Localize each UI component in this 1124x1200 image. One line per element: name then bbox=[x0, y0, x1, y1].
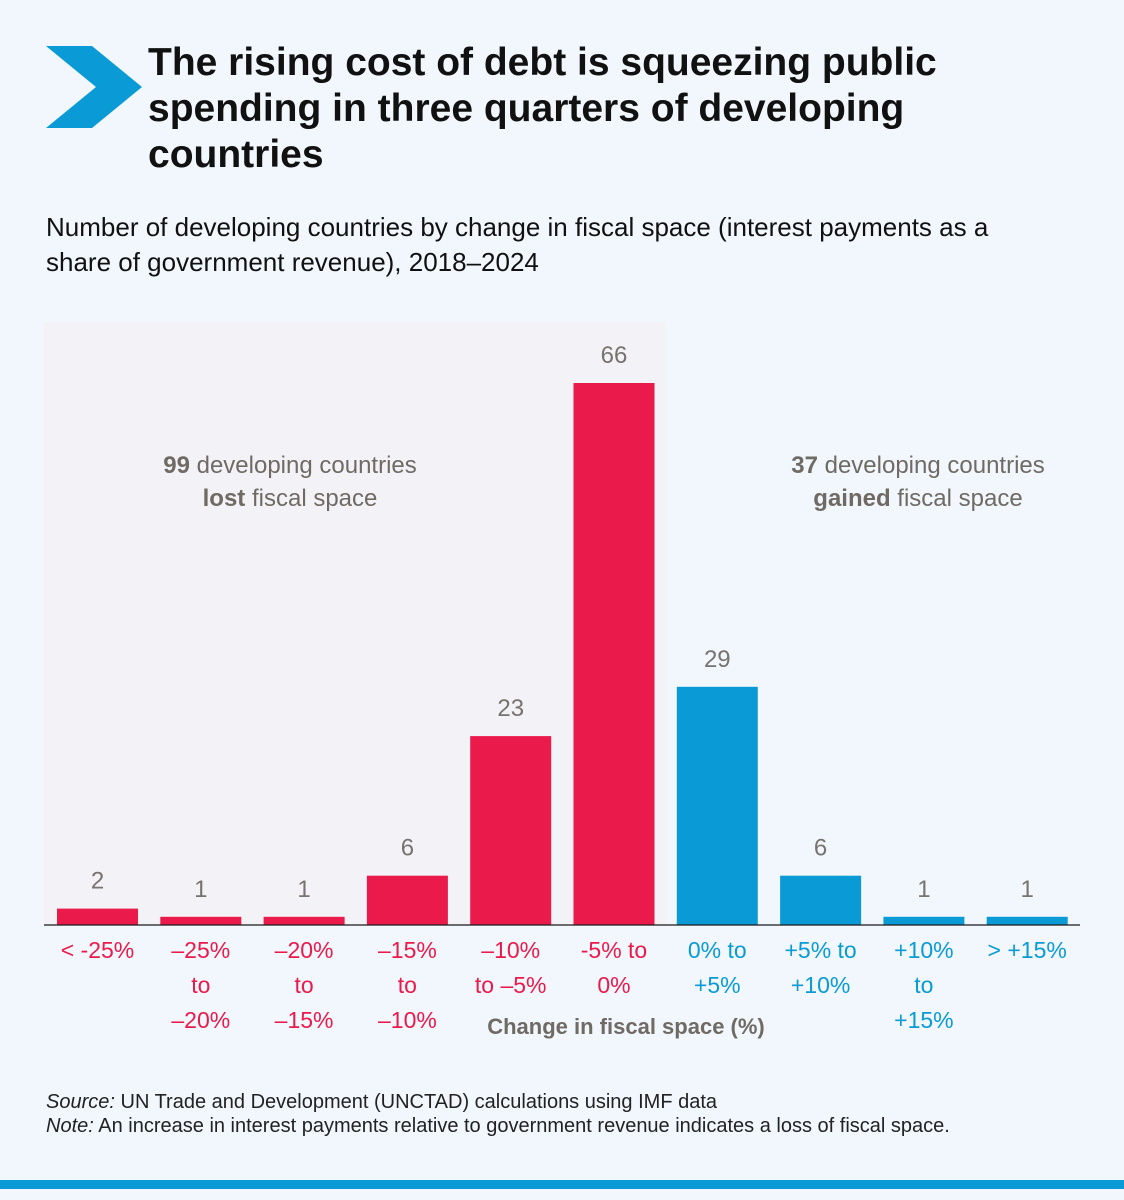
x-tick-label-line: to –5% bbox=[475, 972, 547, 998]
x-tick-label-line: > +15% bbox=[988, 937, 1067, 963]
note-line: Note: An increase in interest payments r… bbox=[46, 1114, 1106, 1138]
x-tick-label-line: -5% to bbox=[581, 937, 647, 963]
x-tick-label-line: –10% bbox=[378, 1007, 437, 1033]
gained-annotation-second-line: gained fiscal space bbox=[813, 485, 1022, 512]
bar bbox=[263, 916, 345, 925]
x-tick-label: < -25% bbox=[61, 937, 135, 963]
footnotes: Source: UN Trade and Development (UNCTAD… bbox=[46, 1090, 1106, 1138]
bar bbox=[883, 916, 965, 925]
lost-annotation-line1: developing countries bbox=[190, 452, 417, 479]
x-axis-title: Change in fiscal space (%) bbox=[487, 1014, 765, 1039]
x-tick-label-line: to bbox=[914, 972, 933, 998]
bar-value-label: 2 bbox=[91, 868, 104, 895]
bottom-rule bbox=[0, 1180, 1124, 1189]
note-text: An increase in interest payments relativ… bbox=[93, 1115, 950, 1137]
x-tick-label: –10% to –5% bbox=[475, 937, 547, 998]
x-tick-label: -5% to 0% bbox=[581, 937, 647, 998]
bar-value-label: 66 bbox=[601, 342, 628, 369]
bar bbox=[780, 875, 862, 925]
x-tick-label-line: +5% bbox=[694, 972, 741, 998]
bar-value-label: 6 bbox=[814, 835, 827, 862]
lost-count: 99 bbox=[163, 452, 190, 479]
bar-value-label: 1 bbox=[297, 876, 310, 903]
gained-annotation-line1: developing countries bbox=[818, 452, 1045, 479]
bar-value-label: 1 bbox=[917, 876, 930, 903]
bar bbox=[366, 875, 448, 925]
x-tick-label-line: –10% bbox=[481, 937, 540, 963]
gained-count: 37 bbox=[791, 452, 818, 479]
bar-value-label: 1 bbox=[194, 876, 207, 903]
bar-value-label: 23 bbox=[497, 695, 524, 722]
x-tick-label-line: 0% bbox=[597, 972, 630, 998]
gained-annotation: 37 developing countries bbox=[791, 452, 1045, 479]
lost-annotation: 99 developing countries bbox=[163, 452, 417, 479]
source-label: Source: bbox=[46, 1091, 115, 1113]
bar bbox=[57, 908, 138, 925]
bar bbox=[986, 916, 1068, 925]
x-tick-label-line: +10% bbox=[791, 972, 850, 998]
note-label: Note: bbox=[46, 1115, 94, 1137]
lost-fiscal-space-panel bbox=[44, 322, 666, 925]
gained-word: gained bbox=[813, 485, 890, 512]
x-tick-label: –25% to –20% bbox=[171, 937, 230, 1033]
x-tick-label-line: +5% to bbox=[784, 937, 856, 963]
page-title: The rising cost of debt is squeezing pub… bbox=[148, 41, 937, 176]
bar-value-label: 1 bbox=[1021, 876, 1034, 903]
bar-value-label: 29 bbox=[704, 646, 731, 673]
bar bbox=[470, 736, 552, 925]
x-tick-label-line: –20% bbox=[171, 1007, 230, 1033]
source-line: Source: UN Trade and Development (UNCTAD… bbox=[46, 1090, 1106, 1114]
chevron-shape bbox=[46, 46, 142, 128]
source-text: UN Trade and Development (UNCTAD) calcul… bbox=[114, 1091, 718, 1113]
chevron-right-icon bbox=[46, 46, 142, 128]
lost-annotation-line2: fiscal space bbox=[245, 485, 377, 512]
bars bbox=[57, 383, 1068, 925]
x-tick-label: +5% to +10% bbox=[784, 937, 856, 998]
x-tick-label-line: to bbox=[191, 972, 210, 998]
bar bbox=[160, 916, 242, 925]
x-tick-label-line: –20% bbox=[275, 937, 334, 963]
x-tick-label: –15% to –10% bbox=[378, 937, 437, 1033]
chart-subtitle: Number of developing countries by change… bbox=[46, 212, 989, 277]
bar bbox=[573, 383, 655, 925]
bar bbox=[676, 686, 758, 925]
x-tick-labels: < -25% –25% to –20%–20% to –15%–15% to –10%–10%… bbox=[61, 937, 1067, 1033]
x-tick-label-line: to bbox=[398, 972, 417, 998]
x-tick-label-line: 0% to bbox=[688, 937, 747, 963]
x-tick-label: –20% to –15% bbox=[275, 937, 334, 1033]
lost-word: lost bbox=[203, 485, 246, 512]
x-tick-label-line: –15% bbox=[378, 937, 437, 963]
x-tick-label-line: to bbox=[295, 972, 314, 998]
lost-annotation-second-line: lost fiscal space bbox=[203, 485, 378, 512]
x-tick-label: > +15% bbox=[988, 937, 1067, 963]
x-tick-label: 0% to +5% bbox=[688, 937, 747, 998]
x-tick-label-line: –15% bbox=[275, 1007, 334, 1033]
x-tick-label-line: +15% bbox=[894, 1007, 953, 1033]
x-tick-label-line: +10% bbox=[894, 937, 953, 963]
value-labels: 2 1 1 6 23 66 29 6 1 1 bbox=[91, 342, 1034, 903]
x-tick-label-line: < -25% bbox=[61, 937, 135, 963]
bar-value-label: 6 bbox=[401, 835, 414, 862]
x-tick-label: +10% to +15% bbox=[894, 937, 953, 1033]
gained-annotation-line2: fiscal space bbox=[891, 485, 1023, 512]
x-tick-label-line: –25% bbox=[171, 937, 230, 963]
